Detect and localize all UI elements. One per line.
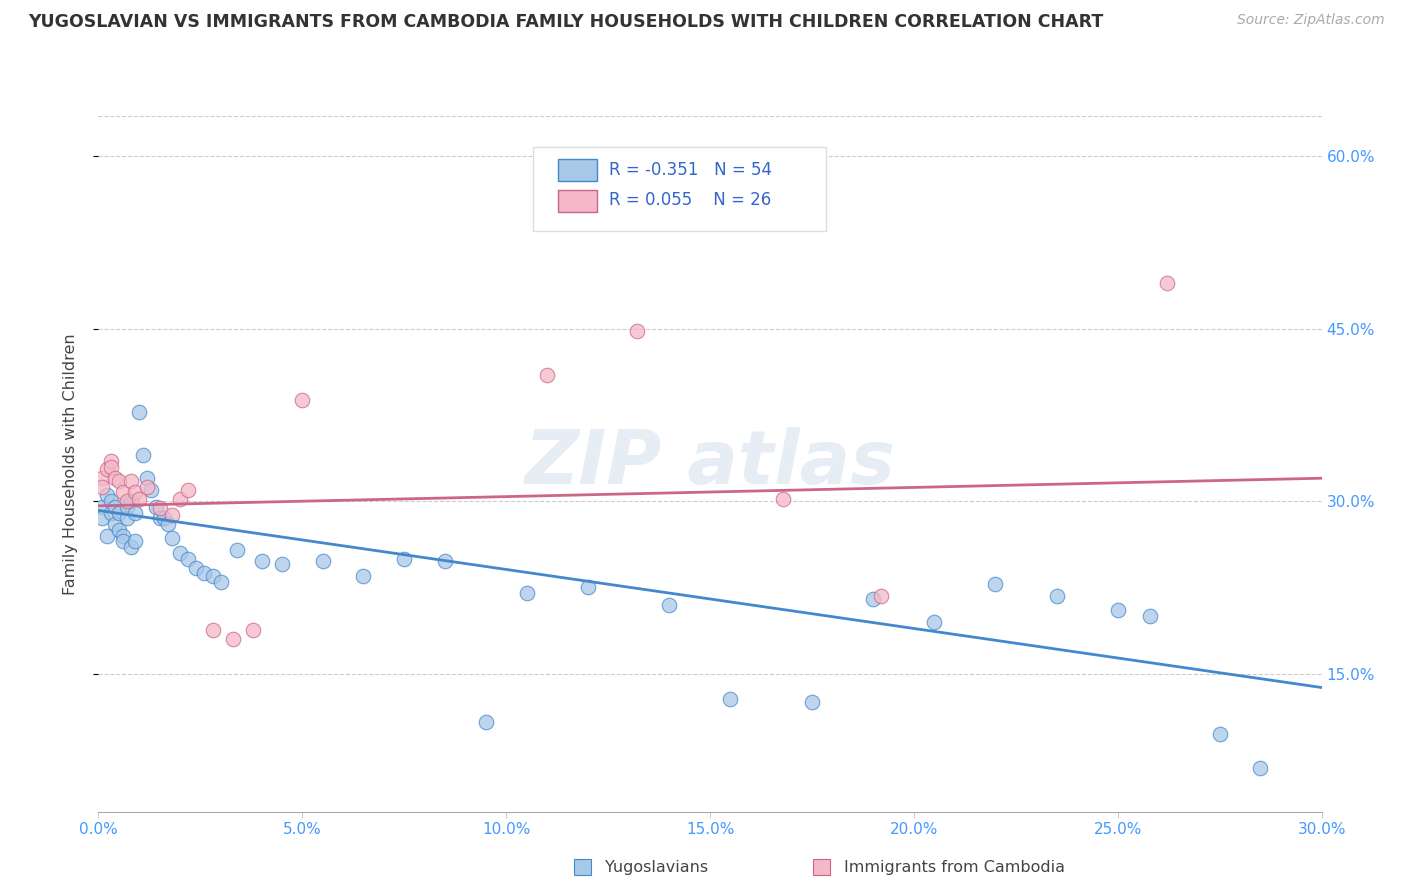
Point (141, 483, 163, 497)
Point (870, 589, 893, 603)
Text: ZIP atlas: ZIP atlas (524, 427, 896, 500)
Point (226, 542, 249, 557)
Point (1139, 609, 1161, 624)
Point (108, 474, 131, 488)
FancyBboxPatch shape (558, 190, 598, 212)
Point (250, 554, 273, 568)
Point (124, 534, 146, 549)
Point (128, 491, 150, 506)
Point (434, 554, 457, 568)
Point (156, 517, 179, 532)
Point (111, 529, 134, 543)
Point (576, 581, 599, 595)
Point (270, 558, 294, 572)
Point (100, 506, 122, 520)
Point (149, 501, 172, 516)
Point (124, 485, 146, 500)
Point (91, 480, 114, 494)
Point (201, 623, 224, 637)
Point (177, 551, 200, 566)
Point (186, 561, 208, 575)
Point (1209, 726, 1232, 740)
Point (160, 508, 183, 522)
Point (104, 500, 127, 514)
Point (104, 517, 127, 532)
Point (108, 506, 131, 520)
Point (1249, 761, 1271, 775)
Point (242, 623, 264, 637)
Point (111, 534, 134, 549)
Point (128, 404, 150, 418)
Point (152, 511, 174, 525)
Point (124, 506, 146, 520)
Point (91, 511, 114, 525)
Point (136, 471, 159, 485)
Point (772, 491, 794, 506)
Point (291, 392, 314, 407)
Point (91, 471, 114, 485)
Point (132, 448, 155, 462)
Point (111, 485, 134, 500)
Point (1107, 603, 1129, 617)
Point (209, 574, 232, 589)
Point (474, 714, 498, 729)
Point (720, 692, 742, 706)
Point (104, 471, 127, 485)
Text: R = 0.055    N = 26: R = 0.055 N = 26 (609, 191, 770, 209)
Point (169, 491, 191, 506)
Point (1156, 276, 1178, 290)
Point (352, 569, 374, 583)
Text: Immigrants from Cambodia: Immigrants from Cambodia (844, 860, 1064, 874)
Point (96, 529, 118, 543)
Point (984, 577, 1007, 591)
Point (536, 368, 558, 382)
Point (120, 474, 142, 488)
Point (100, 459, 122, 474)
Point (169, 546, 191, 560)
Point (193, 566, 215, 580)
Point (100, 454, 122, 468)
Text: R = -0.351   N = 54: R = -0.351 N = 54 (609, 161, 772, 178)
Point (96, 462, 118, 476)
Text: Yugoslavians: Yugoslavians (605, 860, 707, 874)
Point (201, 569, 224, 583)
Point (160, 531, 183, 545)
Y-axis label: Family Households with Children: Family Households with Children (63, 333, 77, 595)
Point (222, 632, 245, 647)
FancyBboxPatch shape (533, 147, 827, 231)
Point (115, 511, 138, 525)
Point (626, 324, 648, 338)
Point (922, 615, 945, 629)
Point (115, 500, 138, 514)
Point (120, 494, 142, 508)
Point (392, 551, 416, 566)
Text: YUGOSLAVIAN VS IMMIGRANTS FROM CAMBODIA FAMILY HOUSEHOLDS WITH CHILDREN CORRELAT: YUGOSLAVIAN VS IMMIGRANTS FROM CAMBODIA … (28, 13, 1104, 31)
Point (136, 480, 159, 494)
Text: Source: ZipAtlas.com: Source: ZipAtlas.com (1237, 13, 1385, 28)
Point (145, 500, 167, 514)
Point (120, 540, 142, 554)
Point (1045, 589, 1069, 603)
Point (108, 523, 131, 537)
Point (658, 598, 681, 612)
Point (801, 696, 824, 710)
Point (177, 483, 200, 497)
Point (100, 494, 122, 508)
FancyBboxPatch shape (558, 159, 598, 181)
Point (96, 488, 118, 502)
Point (115, 494, 138, 508)
Point (312, 554, 335, 568)
Point (862, 591, 884, 606)
Point (149, 511, 172, 525)
Point (516, 586, 538, 600)
Point (91, 500, 114, 514)
